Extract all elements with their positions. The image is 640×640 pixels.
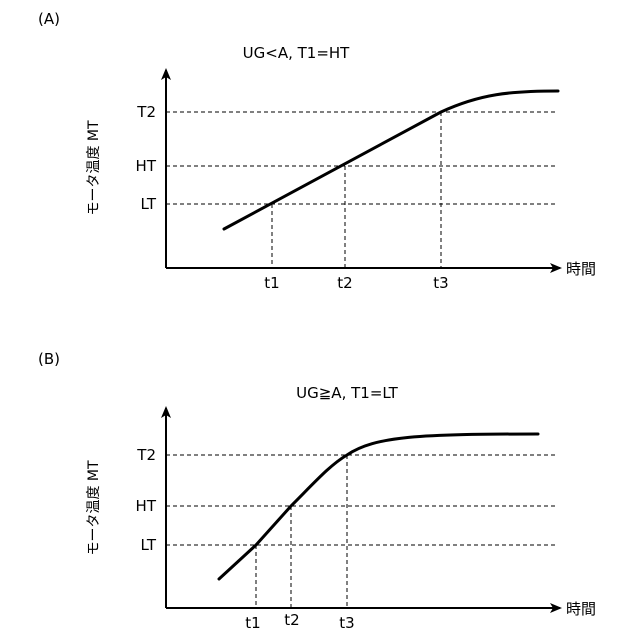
panel-b-ytick-ht: HT xyxy=(136,497,157,515)
panel-a-xtick-t2: t2 xyxy=(337,274,352,292)
panel-b-ytick-t2: T2 xyxy=(136,446,156,464)
panel-a-y-axis-label: モータ温度 MT xyxy=(86,120,102,216)
panel-a-ytick-lt: LT xyxy=(141,195,157,213)
panel-b-ytick-lt: LT xyxy=(141,536,157,554)
panel-a-xtick-t3: t3 xyxy=(433,274,448,292)
panel-a: (A) UG<A, T1=HT T2 HT LT t1 t2 t3 時間 モータ… xyxy=(38,10,596,292)
panel-a-x-axis-label: 時間 xyxy=(566,260,596,278)
panel-b-xtick-t1: t1 xyxy=(245,614,260,632)
panel-b-xtick-t2: t2 xyxy=(284,611,299,629)
panel-b-xtick-t3: t3 xyxy=(339,614,354,632)
panel-b-condition: UG≧A, T1=LT xyxy=(296,384,399,402)
panel-a-xtick-t1: t1 xyxy=(264,274,279,292)
panel-b-x-axis-label: 時間 xyxy=(566,600,596,618)
panel-a-condition: UG<A, T1=HT xyxy=(243,44,351,62)
panel-b-label: (B) xyxy=(38,350,60,368)
panel-a-ytick-ht: HT xyxy=(136,157,157,175)
panel-b: (B) UG≧A, T1=LT T2 HT LT t1 t2 t3 時間 モータ… xyxy=(38,350,596,632)
panel-a-label: (A) xyxy=(38,10,60,28)
panel-b-y-axis-label: モータ温度 MT xyxy=(86,460,102,556)
panel-a-ytick-t2: T2 xyxy=(136,103,156,121)
